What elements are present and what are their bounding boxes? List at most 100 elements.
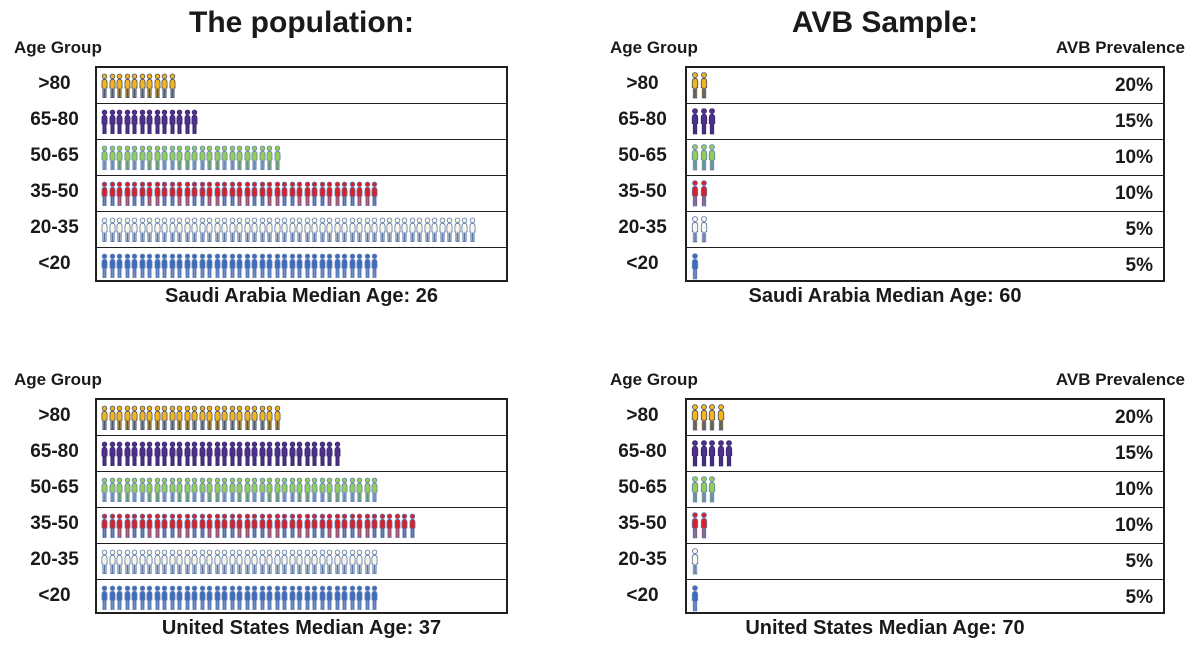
- person-icon-green: [341, 477, 348, 502]
- person-icon-green: [266, 145, 273, 170]
- person-icon-red: [319, 513, 325, 538]
- person-icon-green: [289, 477, 295, 502]
- person-icon-green: [169, 145, 175, 170]
- person-icon-red: [124, 513, 130, 538]
- person-icon-purple: [161, 109, 168, 134]
- age-row-avb-sample-united-states: 15%: [687, 436, 1163, 472]
- person-icon-outline: [334, 217, 340, 242]
- person-icon-green: [356, 477, 363, 502]
- person-icon-green: [161, 477, 168, 502]
- person-icon-yellow: [700, 72, 707, 99]
- person-icon-outline: [161, 549, 168, 574]
- person-icon-blue: [304, 585, 310, 611]
- person-icon-group: [101, 477, 378, 503]
- person-icon-outline: [176, 217, 183, 242]
- person-icon-outline: [326, 549, 333, 574]
- age-group-labels: >80 65-80 50-65 35-50 20-35 <20: [14, 398, 95, 614]
- person-icon-green: [236, 145, 243, 170]
- person-icon-red: [259, 181, 265, 206]
- age-row-avb-sample-united-states: 5%: [687, 580, 1163, 616]
- person-icon-red: [139, 181, 145, 206]
- person-icon-red: [304, 181, 310, 206]
- person-icon-yellow: [161, 73, 168, 98]
- person-icon-green: [259, 477, 265, 502]
- person-icon-blue: [146, 585, 153, 611]
- person-icon-yellow: [169, 73, 175, 98]
- person-icon-outline: [349, 217, 355, 242]
- person-icon-red: [176, 181, 183, 206]
- person-icon-purple: [139, 441, 145, 466]
- person-icon-green: [251, 145, 258, 170]
- person-icon-outline: [326, 217, 333, 242]
- person-icon-red: [311, 513, 318, 538]
- person-icon-blue: [289, 253, 295, 279]
- person-icon-red: [326, 181, 333, 206]
- person-icon-green: [139, 145, 145, 170]
- person-icon-yellow: [221, 405, 228, 430]
- person-icon-red: [266, 181, 273, 206]
- person-icon-purple: [214, 441, 220, 466]
- person-icon-yellow: [131, 405, 138, 430]
- person-icon-group: [691, 216, 708, 243]
- person-icon-red: [236, 181, 243, 206]
- person-icon-red: [131, 513, 138, 538]
- prevalence-value: 10%: [1114, 514, 1153, 536]
- person-icon-red: [311, 181, 318, 206]
- prevalence-value: 10%: [1114, 182, 1153, 204]
- person-icon-yellow: [176, 405, 183, 430]
- person-icon-blue: [109, 585, 115, 611]
- person-icon-green: [708, 144, 716, 171]
- age-group-label: 20-35: [618, 217, 667, 238]
- person-icon-blue: [101, 585, 108, 611]
- person-icon-green: [176, 145, 183, 170]
- person-icon-green: [236, 477, 243, 502]
- person-icon-blue: [251, 253, 258, 279]
- person-icon-outline: [266, 549, 273, 574]
- person-icon-green: [169, 477, 175, 502]
- age-row-population-saudi-arabia: [97, 140, 506, 176]
- person-icon-purple: [708, 440, 716, 467]
- person-icon-blue: [184, 253, 190, 279]
- person-icon-purple: [131, 441, 138, 466]
- person-icon-green: [191, 477, 198, 502]
- person-icon-blue: [281, 253, 288, 279]
- prevalence-value: 20%: [1114, 406, 1153, 428]
- person-icon-outline: [289, 549, 295, 574]
- person-icon-red: [259, 513, 265, 538]
- person-icon-outline: [431, 217, 438, 242]
- person-icon-purple: [326, 441, 333, 466]
- person-icon-red: [116, 181, 123, 206]
- person-icon-outline: [116, 217, 123, 242]
- age-group-label: 50-65: [618, 477, 667, 498]
- person-icon-group: [101, 181, 378, 207]
- person-icon-green: [221, 477, 228, 502]
- person-icon-group: [101, 441, 341, 467]
- person-icon-outline: [274, 217, 280, 242]
- person-icon-green: [176, 477, 183, 502]
- person-icon-purple: [109, 109, 115, 134]
- person-icon-blue: [146, 253, 153, 279]
- age-group-label: 50-65: [30, 477, 79, 498]
- person-icon-group: [691, 252, 699, 280]
- person-icon-green: [131, 477, 138, 502]
- person-icon-red: [109, 181, 115, 206]
- age-group-label: 35-50: [30, 513, 79, 534]
- person-icon-red: [281, 513, 288, 538]
- age-row-population-united-states: [97, 400, 506, 436]
- person-icon-blue: [691, 584, 699, 611]
- person-icon-yellow: [244, 405, 250, 430]
- person-icon-green: [116, 477, 123, 502]
- person-icon-blue: [199, 585, 205, 611]
- person-icon-outline: [356, 549, 363, 574]
- person-icon-outline: [439, 217, 445, 242]
- age-row-population-saudi-arabia: [97, 68, 506, 104]
- person-icon-green: [109, 477, 115, 502]
- person-icon-purple: [191, 441, 198, 466]
- person-icon-red: [206, 181, 213, 206]
- person-icon-blue: [349, 585, 355, 611]
- person-icon-red: [229, 181, 235, 206]
- person-icon-yellow: [154, 73, 160, 98]
- person-icon-blue: [124, 253, 130, 279]
- person-icon-blue: [334, 253, 340, 279]
- person-icon-purple: [169, 109, 175, 134]
